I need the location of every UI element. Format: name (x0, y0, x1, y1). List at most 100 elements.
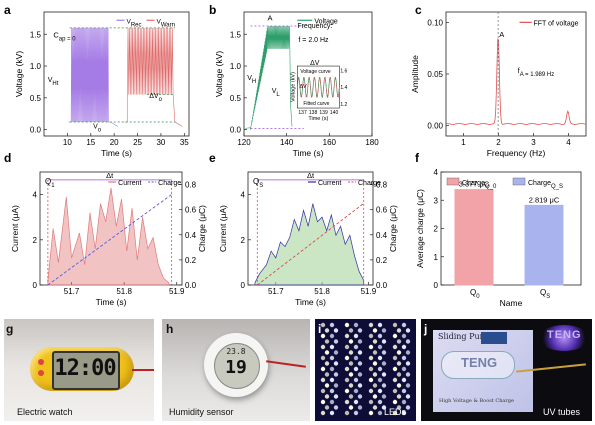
led-dot (396, 394, 402, 399)
led-dot (348, 372, 354, 377)
y-tick-label: 0 (33, 281, 38, 290)
led-dot (344, 322, 350, 328)
led-dot (368, 410, 374, 416)
led-dot (401, 355, 407, 361)
y-tick-label: 0 (241, 281, 246, 290)
y-tick-label: 4 (241, 191, 246, 200)
led-dot (392, 388, 398, 394)
led-dot (320, 322, 326, 328)
led-dot (324, 350, 330, 355)
panel-letter-c: c (415, 3, 422, 17)
led-dot (401, 388, 407, 394)
panel-letter-h: h (166, 322, 174, 336)
led-dot (372, 361, 378, 366)
inset-x-label: Time (s) (308, 116, 328, 122)
led-dot (324, 339, 330, 344)
annotation-vh: VH (247, 75, 256, 85)
led-dot (348, 328, 354, 333)
led-dot (381, 383, 387, 388)
led-dot (357, 350, 363, 355)
led-dot (333, 383, 339, 388)
card-tube-label: TENG (461, 355, 498, 370)
led-dot (392, 355, 398, 361)
led-dot (377, 322, 383, 328)
panel-letter-f: f (415, 151, 420, 165)
watch-wire (132, 369, 154, 371)
y-axis-label: Average charge (μC) (415, 189, 425, 268)
led-dot (324, 383, 330, 388)
bar-Q_0 (454, 189, 494, 286)
y-tick-label: 2 (33, 236, 38, 245)
led-dot (329, 366, 335, 372)
annotation-cap: Cap = 0 (53, 30, 76, 42)
x-tick-label: 35 (180, 138, 189, 147)
annotation-vl: VL (272, 88, 281, 98)
led-dot (344, 410, 350, 416)
series-charge (47, 194, 172, 286)
led-dot (377, 366, 383, 372)
led-dot (357, 383, 363, 388)
led-dot (372, 383, 378, 388)
y-axis-label: Voltage (kV) (14, 51, 24, 97)
led-dot (329, 322, 335, 328)
inset-x-tick-label: 140 (330, 110, 339, 116)
y2-axis-label: Charge (μC) (388, 205, 398, 252)
series-charge (256, 203, 365, 286)
x-tick-label: 51.7 (268, 287, 284, 296)
legend-label: ChargeQ_0 (462, 180, 497, 190)
led-dot (368, 322, 374, 328)
x-axis-label: Time (s) (96, 297, 127, 307)
y2-tick-label: 0.8 (185, 181, 197, 190)
led-dot (333, 328, 339, 333)
led-dot (396, 328, 402, 333)
annotation-a: A (499, 30, 504, 39)
annotation-dv: ΔV (310, 60, 320, 67)
led-dot (377, 410, 383, 416)
led-dot (333, 339, 339, 344)
y-axis-label: Current (μA) (218, 205, 228, 252)
led-dot (353, 377, 359, 383)
led-dot (405, 328, 411, 333)
annotation-freq-value: f = 2.0 Hz (298, 37, 329, 44)
led-dot (353, 399, 359, 405)
inset-legend-fitted: Fitted curve (303, 101, 329, 107)
led-dot (377, 399, 383, 405)
led-dot (401, 333, 407, 339)
y-tick-label: 1.0 (30, 62, 42, 71)
led-dot (377, 344, 383, 350)
legend-label-charge: Charge (358, 180, 381, 187)
watch-screen (52, 351, 120, 390)
led-dot (377, 377, 383, 383)
panel-letter-d: d (4, 151, 11, 165)
led-dot (333, 405, 339, 410)
y-tick-label: 1 (434, 253, 439, 262)
led-dot (401, 322, 407, 328)
card-tube (441, 351, 515, 379)
photo-uv-tubes: Sliding Pump TENG High Voltage & Boost C… (421, 319, 592, 421)
led-dot (329, 410, 335, 416)
led-dot (368, 344, 374, 350)
led-dot (344, 377, 350, 383)
led-dot (329, 333, 335, 339)
x-tick-label: 51.9 (169, 287, 185, 296)
led-dot (405, 383, 411, 388)
led-dot (368, 399, 374, 405)
led-dot (401, 344, 407, 350)
led-dot (329, 344, 335, 350)
led-array (320, 322, 411, 416)
led-dot (392, 333, 398, 339)
legend-swatch (446, 177, 460, 186)
led-dot (377, 388, 383, 394)
legend-label-charge: Charge (158, 180, 181, 187)
led-dot (392, 322, 398, 328)
y2-tick-label: 0.2 (376, 256, 388, 265)
watch-display: 12:00 (54, 356, 116, 381)
legend-label-current: Current (318, 180, 341, 187)
inset-legend-voltage: Voltage curve (300, 69, 331, 75)
x-tick-label: 51.7 (64, 287, 80, 296)
y-tick-label: 1.5 (30, 30, 42, 39)
led-dot (320, 366, 326, 372)
inset-x-tick-label: 138 (309, 110, 318, 116)
panel-letter-i: i (318, 322, 322, 336)
y2-tick-label: 0.8 (376, 181, 388, 190)
